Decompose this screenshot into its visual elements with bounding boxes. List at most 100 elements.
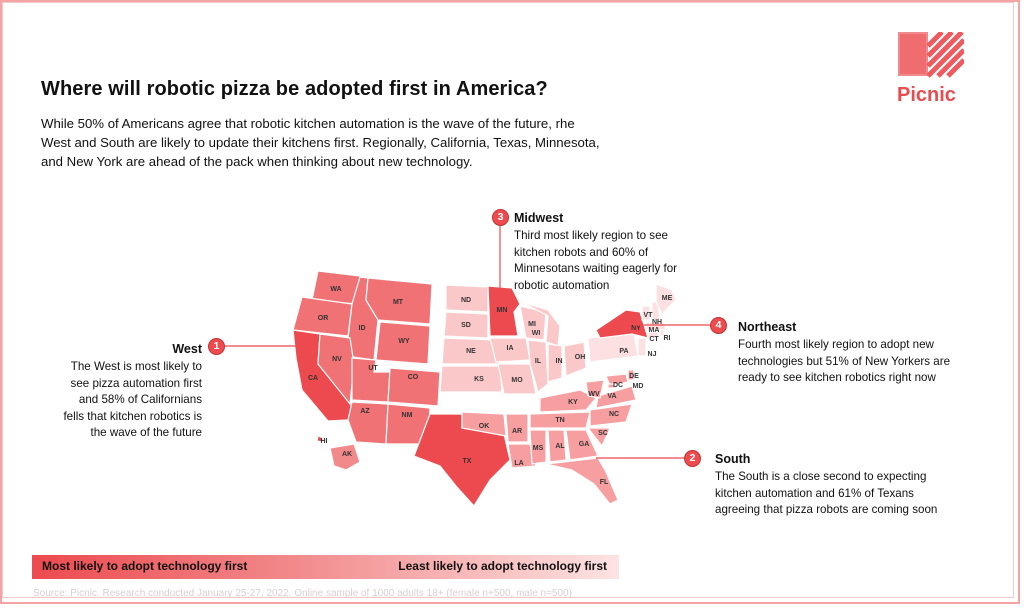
intro-paragraph: While 50% of Americans agree that roboti… (41, 116, 600, 169)
label-KY: KY (568, 399, 578, 406)
label-PA: PA (619, 348, 628, 355)
label-TN: TN (555, 417, 564, 424)
state-ME (655, 283, 677, 316)
legend-gradient-bar: Most likely to adopt technology first Le… (32, 555, 619, 579)
label-HI: HI (321, 438, 328, 445)
south-heading: South (715, 452, 751, 466)
state-OH (563, 341, 587, 377)
state-FL (545, 457, 619, 505)
label-AK: AK (342, 451, 352, 458)
label-DE: DE (629, 373, 639, 380)
label-NJ: NJ (648, 351, 657, 358)
midwest-rank-badge: 3 (492, 209, 509, 226)
state-NJ (637, 337, 647, 357)
west-callout: West The West is most likely to see pizz… (60, 342, 202, 442)
label-IA: IA (507, 345, 514, 352)
label-OK: OK (479, 423, 490, 430)
label-IN: IN (556, 358, 563, 365)
state-TN (529, 411, 591, 429)
label-MA: MA (649, 327, 660, 334)
label-DC: DC (613, 382, 623, 389)
state-CT (647, 331, 659, 339)
northeast-callout: Northeast Fourth most likely region to a… (738, 320, 974, 387)
west-heading: West (172, 342, 202, 356)
source-note: Source: Picnic. Research conducted Janua… (33, 588, 572, 599)
label-IL: IL (535, 358, 542, 365)
label-WA: WA (330, 286, 341, 293)
label-SD: SD (461, 322, 471, 329)
state-SC (586, 427, 611, 448)
label-ME: ME (662, 295, 673, 302)
state-DC (607, 383, 615, 389)
label-CT: CT (649, 336, 659, 343)
label-GA: GA (579, 441, 590, 448)
northeast-heading: Northeast (738, 320, 797, 334)
state-VT (641, 305, 651, 321)
state-MT (365, 277, 433, 325)
label-AR: AR (512, 428, 522, 435)
west-body: The West is most likely to see pizza aut… (63, 360, 202, 439)
midwest-body: Third most likely region to see kitchen … (514, 229, 678, 292)
label-NY: NY (631, 325, 641, 332)
page-title: Where will robotic pizza be adopted firs… (41, 78, 548, 100)
northeast-body: Fourth most likely region to adopt new t… (738, 338, 951, 384)
label-NE: NE (466, 348, 476, 355)
northeast-rank-badge: 4 (710, 317, 727, 334)
label-MI: MI (528, 321, 536, 328)
state-IL (527, 339, 549, 394)
label-ND: ND (461, 297, 471, 304)
inner-frame (2, 2, 1014, 598)
state-ND (445, 284, 489, 313)
label-RI: RI (664, 335, 671, 342)
state-MS (529, 429, 547, 465)
state-KS (439, 365, 503, 393)
midwest-heading: Midwest (514, 211, 564, 225)
picnic-logo-mark (898, 32, 964, 78)
state-MD (605, 373, 629, 387)
label-NC: NC (609, 411, 619, 418)
state-MN (487, 285, 521, 337)
state-VA (595, 385, 637, 409)
label-ID: ID (359, 325, 366, 332)
label-AZ: AZ (360, 408, 370, 415)
legend-right-label: Least likely to adopt technology first (398, 559, 607, 573)
label-MD: MD (633, 383, 644, 390)
legend-left-label: Most likely to adopt technology first (42, 559, 248, 573)
label-CO: CO (408, 374, 419, 381)
state-KY (539, 389, 597, 413)
label-AL: AL (555, 443, 565, 450)
label-SC: SC (598, 430, 608, 437)
state-GA (565, 429, 599, 461)
label-UT: UT (368, 365, 378, 372)
label-LA: LA (514, 460, 523, 467)
state-NC (589, 403, 633, 427)
south-body: The South is a close second to expecting… (715, 470, 938, 516)
state-AK (329, 443, 361, 471)
state-MO (497, 363, 537, 395)
label-WY: WY (398, 338, 410, 345)
label-MN: MN (497, 307, 508, 314)
label-MO: MO (511, 377, 523, 384)
label-WI: WI (532, 330, 541, 337)
south-callout: South The South is a close second to exp… (715, 452, 955, 519)
label-OR: OR (318, 315, 329, 322)
label-CA: CA (308, 375, 318, 382)
label-MT: MT (393, 299, 404, 306)
state-LA (507, 443, 537, 469)
label-VT: VT (644, 312, 654, 319)
state-PA (587, 333, 639, 363)
state-IN (547, 343, 563, 383)
label-KS: KS (474, 376, 484, 383)
midwest-callout: Midwest Third most likely region to see … (514, 211, 699, 294)
state-OK (461, 411, 507, 437)
label-FL: FL (600, 479, 609, 486)
state-HI (316, 435, 324, 443)
south-rank-badge: 2 (684, 450, 701, 467)
west-rank-badge: 1 (208, 338, 225, 355)
state-CO (387, 367, 441, 407)
label-VA: VA (607, 393, 616, 400)
state-NY (595, 309, 649, 339)
state-AZ (347, 401, 389, 445)
